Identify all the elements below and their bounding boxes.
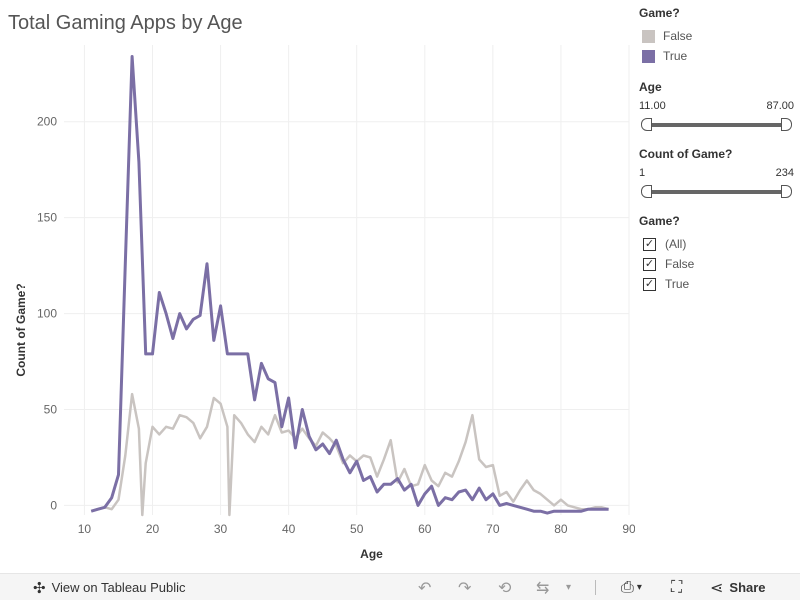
legend-item-false[interactable]: False xyxy=(639,26,800,46)
filter-option-label: True xyxy=(665,277,690,291)
x-axis-label: Age xyxy=(360,547,383,561)
count-range-values: 1 234 xyxy=(639,167,800,179)
fullscreen-icon[interactable]: ⛶ xyxy=(671,578,683,596)
chevron-down-icon[interactable]: ▾ xyxy=(566,582,572,593)
view-on-tableau-link[interactable]: ✣ View on Tableau Public xyxy=(33,574,186,600)
y-tick-label: 0 xyxy=(50,498,57,512)
series-line-true xyxy=(90,55,609,515)
y-tick-label: 100 xyxy=(37,307,57,321)
age-slider-track xyxy=(645,123,788,127)
toolbar-divider xyxy=(595,580,596,595)
legend-label-false: False xyxy=(663,29,693,43)
age-max-value: 87.00 xyxy=(766,100,794,112)
age-range-slider[interactable] xyxy=(639,117,794,133)
y-axis-label: Count of Game? xyxy=(14,283,28,376)
refresh-icon[interactable]: ⇆ xyxy=(536,579,550,597)
checkbox-true[interactable]: ✓ xyxy=(643,277,656,291)
download-icon[interactable]: ⎙ ▾ xyxy=(621,578,642,596)
legend-item-true[interactable]: True xyxy=(639,46,800,66)
y-tick-label: 150 xyxy=(37,211,57,225)
filter-option-true[interactable]: ✓ True xyxy=(639,274,800,294)
checkbox-false[interactable]: ✓ xyxy=(643,257,656,271)
filter-option-label: False xyxy=(665,257,695,271)
age-min-value: 11.00 xyxy=(639,100,666,112)
x-tick-label: 30 xyxy=(214,522,228,536)
filter-option-all[interactable]: ✓ (All) xyxy=(639,234,800,254)
side-panel: Game? False True Age 11.00 87.00 Count o… xyxy=(639,6,800,294)
share-button[interactable]: ⋖ Share xyxy=(710,574,766,600)
x-tick-label: 50 xyxy=(350,522,364,536)
y-tick-label: 50 xyxy=(44,402,58,416)
age-slider-max-handle[interactable] xyxy=(781,118,792,131)
revert-icon[interactable]: ⟲ xyxy=(498,579,512,597)
count-range-slider[interactable] xyxy=(639,184,794,200)
checkbox-all[interactable]: ✓ xyxy=(643,237,656,251)
x-tick-label: 90 xyxy=(622,522,635,536)
x-tick-label: 80 xyxy=(554,522,568,536)
count-slider-max-handle[interactable] xyxy=(781,185,792,198)
line-chart[interactable]: 10 20 30 40 50 60 70 80 90 0 50 100 150 200 Age Count o… xyxy=(0,40,635,570)
undo-icon[interactable]: ↶ xyxy=(418,579,432,597)
x-tick-label: 60 xyxy=(418,522,432,536)
age-filter-title: Age xyxy=(639,80,662,94)
count-slider-min-handle[interactable] xyxy=(641,185,652,198)
legend-swatch-true xyxy=(642,49,655,63)
count-filter-title: Count of Game? xyxy=(639,147,733,161)
footer-toolbar: ✣ View on Tableau Public ↶ ↷ ⟲ ⇆ ▾ ⎙ ▾ ⛶ … xyxy=(0,573,800,600)
count-max-value: 234 xyxy=(775,167,794,179)
age-slider-min-handle[interactable] xyxy=(641,118,652,131)
legend-swatch-false xyxy=(642,29,655,43)
filter-option-label: (All) xyxy=(665,237,687,251)
count-min-value: 1 xyxy=(639,167,646,179)
legend-title: Game? xyxy=(639,6,680,20)
age-range-values: 11.00 87.00 xyxy=(639,100,800,112)
x-tick-label: 20 xyxy=(146,522,160,536)
share-icon: ⋖ xyxy=(710,579,724,597)
series-line-false xyxy=(90,392,609,517)
filter-option-false[interactable]: ✓ False xyxy=(639,254,800,274)
share-label: Share xyxy=(729,580,766,595)
chart-title: Total Gaming Apps by Age xyxy=(8,12,243,34)
x-tick-label: 40 xyxy=(282,522,296,536)
x-tick-label: 70 xyxy=(486,522,500,536)
redo-icon[interactable]: ↷ xyxy=(458,579,472,597)
y-tick-label: 200 xyxy=(37,115,57,129)
x-tick-label: 10 xyxy=(78,522,92,536)
count-slider-track xyxy=(645,190,788,194)
legend-label-true: True xyxy=(663,49,688,63)
game-filter-title: Game? xyxy=(639,214,680,228)
tableau-logo-icon: ✣ xyxy=(33,579,46,597)
view-on-tableau-label: View on Tableau Public xyxy=(51,580,186,595)
